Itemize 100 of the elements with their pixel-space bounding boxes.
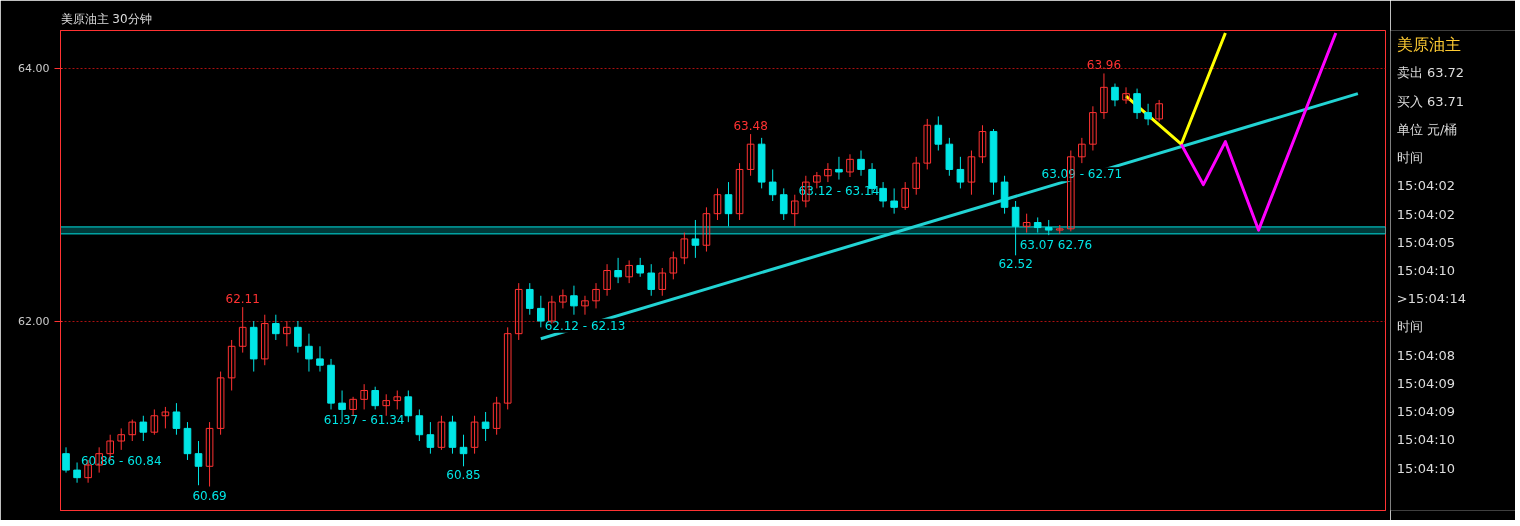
candlestick (967, 150, 976, 196)
candlestick (227, 339, 236, 391)
candlestick (923, 118, 932, 170)
candlestick (956, 156, 965, 189)
candlestick (393, 390, 402, 410)
text: 62.52 (998, 257, 1033, 272)
candlestick (194, 440, 203, 486)
candlestick (514, 282, 523, 341)
candlestick (713, 187, 722, 221)
candlestick (746, 133, 755, 177)
candlestick (636, 257, 644, 278)
candlestick (691, 219, 700, 259)
candlestick (768, 168, 777, 202)
text: 15:04:10 (1396, 263, 1456, 278)
candlestick (537, 295, 545, 328)
candlestick (150, 408, 159, 436)
text: 美原油主 (1396, 35, 1461, 55)
candlestick (172, 402, 181, 436)
candlestick (272, 314, 280, 341)
text: 62.12 - 62.13 (544, 318, 626, 333)
candlestick (879, 181, 887, 208)
candlestick (404, 390, 413, 423)
text: 15:04:10 (1396, 432, 1456, 448)
candlestick (1100, 72, 1108, 120)
line-series (1179, 31, 1338, 232)
text: 60.85 (446, 468, 481, 483)
candlestick (901, 181, 909, 211)
candlestick (1122, 86, 1130, 105)
candlestick (1011, 200, 1020, 256)
candlestick (238, 306, 247, 354)
candlestick (1144, 103, 1152, 126)
y-tick-label: 62.00 (18, 315, 50, 329)
candlestick (978, 124, 987, 164)
candlestick (426, 421, 435, 455)
candlestick (680, 232, 689, 265)
candlestick (260, 314, 269, 366)
candlestick (824, 162, 832, 183)
candlestick (1022, 213, 1031, 234)
candlestick (835, 156, 843, 181)
candlestick (525, 282, 534, 316)
candlestick (360, 383, 368, 410)
candlestick (912, 156, 921, 196)
y-tick-label: 64.00 (18, 62, 50, 76)
candlestick (481, 411, 490, 442)
text: 15:04:08 (1396, 347, 1456, 363)
candlestick (503, 326, 512, 410)
candlestick (294, 320, 302, 354)
candlestick (790, 194, 799, 227)
candlestick (415, 408, 424, 442)
text: 15:04:10 (1396, 460, 1456, 476)
candlestick (570, 285, 578, 316)
candlestick (128, 419, 137, 442)
candlestick (625, 259, 633, 284)
candlestick (1078, 137, 1086, 164)
text: 时间 (1396, 319, 1423, 335)
candlestick (216, 371, 225, 436)
text: 15:04:09 (1396, 375, 1456, 391)
text: 63.96 (1086, 58, 1122, 73)
candlestick (73, 462, 81, 484)
candlestick (1111, 83, 1119, 107)
candlestick (603, 263, 611, 297)
candlestick (614, 257, 622, 284)
candlestick (702, 206, 711, 253)
candlestick (492, 396, 501, 436)
candlestick (437, 415, 446, 451)
candlestick (316, 345, 324, 373)
candlestick (305, 333, 313, 373)
text: 63.48 (733, 119, 768, 134)
candlestick (890, 187, 898, 215)
candlestick (283, 320, 291, 347)
candlestick (382, 393, 391, 417)
candlestick (647, 263, 656, 297)
text: 63.07 62.76 (1019, 237, 1093, 252)
candlestick (1133, 88, 1141, 120)
candlestick (62, 446, 70, 474)
candlestick (846, 153, 854, 178)
candlestick (669, 251, 678, 280)
text: 买入 63.71 (1396, 93, 1465, 109)
candlestick (117, 427, 126, 451)
candlestick (1089, 105, 1097, 151)
candlestick (724, 181, 733, 227)
text: 60.69 (192, 488, 227, 503)
candlestick (735, 162, 744, 221)
candlestick (779, 187, 788, 221)
text: 卖出 63.72 (1396, 65, 1465, 81)
text: 15:04:02 (1396, 178, 1456, 194)
candlestick (371, 386, 379, 410)
candlestick (470, 415, 479, 455)
text: 时间 (1396, 150, 1423, 166)
candlestick (592, 282, 600, 309)
text: 15:04:05 (1396, 234, 1456, 250)
candlestick (1155, 99, 1163, 122)
candlestick (581, 295, 589, 316)
text: 62.11 (225, 292, 260, 307)
text: 15:04:02 (1396, 206, 1456, 222)
candlestick (161, 406, 170, 429)
candlestick (857, 150, 865, 177)
candlestick (658, 267, 667, 297)
candlestick (934, 115, 943, 151)
text: >15:04:14 (1396, 291, 1467, 307)
